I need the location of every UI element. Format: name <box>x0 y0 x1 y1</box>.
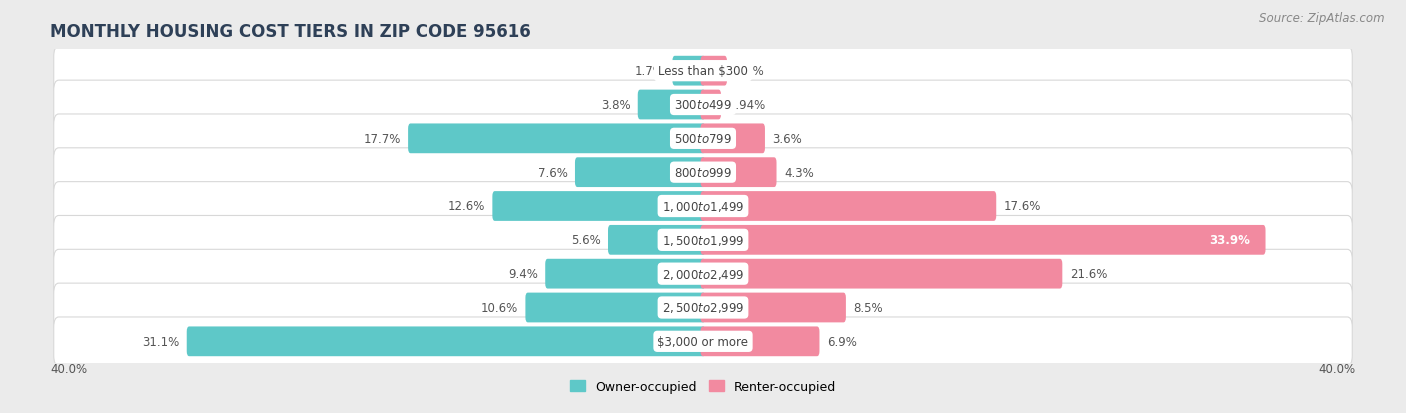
FancyBboxPatch shape <box>408 124 706 154</box>
Text: $2,000 to $2,499: $2,000 to $2,499 <box>662 267 744 281</box>
Text: $1,500 to $1,999: $1,500 to $1,999 <box>662 233 744 247</box>
FancyBboxPatch shape <box>700 158 776 188</box>
FancyBboxPatch shape <box>700 90 721 120</box>
Text: $500 to $799: $500 to $799 <box>673 133 733 145</box>
FancyBboxPatch shape <box>187 327 706 356</box>
FancyBboxPatch shape <box>546 259 706 289</box>
FancyBboxPatch shape <box>53 317 1353 366</box>
FancyBboxPatch shape <box>53 115 1353 163</box>
Legend: Owner-occupied, Renter-occupied: Owner-occupied, Renter-occupied <box>565 375 841 398</box>
Text: 12.6%: 12.6% <box>447 200 485 213</box>
FancyBboxPatch shape <box>700 259 1063 289</box>
FancyBboxPatch shape <box>526 293 706 323</box>
Text: Source: ZipAtlas.com: Source: ZipAtlas.com <box>1260 12 1385 25</box>
FancyBboxPatch shape <box>53 250 1353 298</box>
Text: 7.6%: 7.6% <box>537 166 568 179</box>
FancyBboxPatch shape <box>700 57 727 86</box>
FancyBboxPatch shape <box>700 225 1265 255</box>
FancyBboxPatch shape <box>53 148 1353 197</box>
Text: 0.94%: 0.94% <box>728 99 766 112</box>
Text: 5.6%: 5.6% <box>571 234 600 247</box>
Text: 6.9%: 6.9% <box>827 335 856 348</box>
FancyBboxPatch shape <box>53 216 1353 265</box>
FancyBboxPatch shape <box>700 124 765 154</box>
Text: $800 to $999: $800 to $999 <box>673 166 733 179</box>
Text: 3.6%: 3.6% <box>772 133 803 145</box>
FancyBboxPatch shape <box>53 182 1353 231</box>
Text: 31.1%: 31.1% <box>142 335 180 348</box>
FancyBboxPatch shape <box>700 192 997 221</box>
FancyBboxPatch shape <box>53 81 1353 130</box>
Text: 1.7%: 1.7% <box>636 65 665 78</box>
Text: 17.6%: 17.6% <box>1004 200 1040 213</box>
FancyBboxPatch shape <box>638 90 706 120</box>
Text: Less than $300: Less than $300 <box>658 65 748 78</box>
FancyBboxPatch shape <box>53 47 1353 96</box>
Text: 4.3%: 4.3% <box>785 166 814 179</box>
Text: 17.7%: 17.7% <box>363 133 401 145</box>
Text: $3,000 or more: $3,000 or more <box>658 335 748 348</box>
FancyBboxPatch shape <box>672 57 706 86</box>
Text: 21.6%: 21.6% <box>1070 268 1107 280</box>
Text: 40.0%: 40.0% <box>1319 363 1355 375</box>
Text: $1,000 to $1,499: $1,000 to $1,499 <box>662 199 744 214</box>
Text: MONTHLY HOUSING COST TIERS IN ZIP CODE 95616: MONTHLY HOUSING COST TIERS IN ZIP CODE 9… <box>51 23 531 41</box>
Text: $300 to $499: $300 to $499 <box>673 99 733 112</box>
Text: $2,500 to $2,999: $2,500 to $2,999 <box>662 301 744 315</box>
FancyBboxPatch shape <box>575 158 706 188</box>
FancyBboxPatch shape <box>607 225 706 255</box>
FancyBboxPatch shape <box>700 293 846 323</box>
FancyBboxPatch shape <box>700 327 820 356</box>
Text: 10.6%: 10.6% <box>481 301 517 314</box>
Text: 8.5%: 8.5% <box>853 301 883 314</box>
Text: 9.4%: 9.4% <box>508 268 537 280</box>
Text: 33.9%: 33.9% <box>1209 234 1250 247</box>
FancyBboxPatch shape <box>53 283 1353 332</box>
Text: 3.8%: 3.8% <box>600 99 630 112</box>
Text: 40.0%: 40.0% <box>51 363 87 375</box>
FancyBboxPatch shape <box>492 192 706 221</box>
Text: 1.3%: 1.3% <box>734 65 763 78</box>
